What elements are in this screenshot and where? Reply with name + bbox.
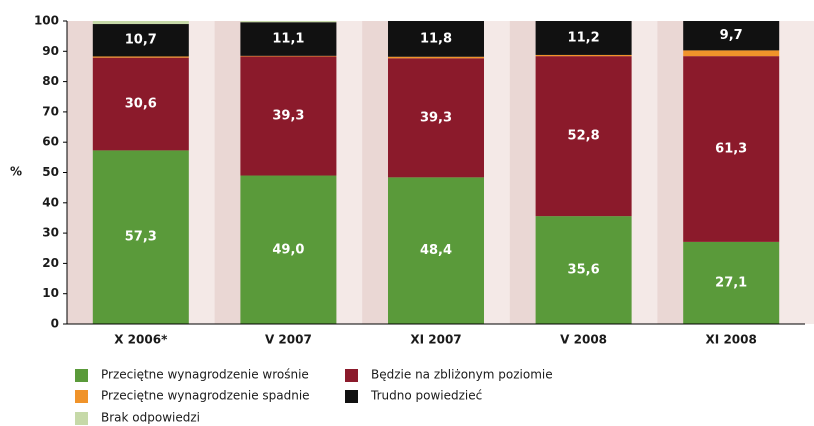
y-tick-label: 80 — [42, 74, 59, 88]
bar-segment — [388, 177, 484, 324]
y-tick-label: 20 — [42, 256, 59, 270]
value-label: 27,1 — [715, 275, 747, 290]
bar-segment — [240, 55, 337, 57]
bar-segment — [240, 175, 337, 324]
bar-segment — [683, 50, 780, 57]
value-label: 49,0 — [272, 242, 304, 257]
value-label: 57,3 — [125, 230, 157, 245]
bar-segment — [683, 241, 780, 324]
legend-label: Brak odpowiedzi — [101, 411, 200, 425]
value-label: 9,7 — [720, 28, 743, 43]
value-label: 39,3 — [272, 108, 304, 123]
y-tick-label: 60 — [42, 135, 59, 149]
bar-segment — [240, 21, 337, 23]
bar-segment — [92, 150, 189, 324]
y-tick-label: 90 — [42, 44, 59, 58]
x-tick-label: XI 2007 — [410, 333, 461, 347]
bar-segment — [240, 22, 337, 56]
x-tick-label: XI 2008 — [706, 333, 757, 347]
x-tick-label: V 2008 — [560, 333, 607, 347]
y-tick-label: 10 — [42, 286, 59, 300]
legend-swatch — [345, 369, 358, 382]
legend-label: Przeciętne wynagrodzenie wrośnie — [101, 368, 309, 382]
value-label: 10,7 — [125, 33, 157, 48]
legend-label: Trudno powiedzieć — [370, 389, 482, 403]
bar-segment — [388, 21, 484, 57]
legend-label: Będzie na zbliżonym poziomie — [371, 368, 553, 382]
y-tick-label: 70 — [42, 104, 59, 118]
x-tick-label: X 2006* — [114, 333, 168, 347]
y-tick-label: 40 — [42, 195, 59, 209]
bar-segment — [535, 54, 632, 57]
legend-swatch — [75, 412, 88, 425]
x-tick-label: V 2007 — [265, 333, 312, 347]
value-label: 11,1 — [272, 32, 304, 47]
plot-band-light — [779, 21, 814, 324]
y-tick-label: 30 — [42, 226, 59, 240]
bar-segment — [388, 58, 484, 178]
value-label: 11,2 — [568, 30, 600, 45]
bar-segment — [683, 56, 780, 242]
legend-swatch — [345, 390, 358, 403]
value-label: 52,8 — [568, 129, 600, 144]
bar-segment — [535, 21, 632, 55]
value-label: 39,3 — [420, 110, 452, 125]
value-label: 48,4 — [420, 243, 452, 258]
bar-segment — [240, 56, 337, 176]
y-tick-label: 0 — [51, 317, 59, 331]
bar-segment — [92, 21, 189, 25]
value-label: 11,8 — [420, 31, 452, 46]
legend-swatch — [75, 390, 88, 403]
bar-segment — [535, 216, 632, 324]
bar-segment — [535, 56, 632, 217]
bar-segment — [92, 56, 189, 58]
legend-swatch — [75, 369, 88, 382]
y-axis-label: % — [10, 165, 22, 179]
value-label: 61,3 — [715, 142, 747, 157]
bar-segment — [92, 57, 189, 151]
bar-segment — [92, 24, 189, 57]
value-label: 35,6 — [568, 263, 600, 278]
value-label: 30,6 — [125, 97, 157, 112]
y-tick-label: 50 — [42, 165, 59, 179]
bar-segment — [683, 21, 780, 51]
y-tick-label: 100 — [34, 14, 59, 28]
bar-segment — [388, 56, 484, 59]
legend-label: Przeciętne wynagrodzenie spadnie — [101, 389, 310, 403]
